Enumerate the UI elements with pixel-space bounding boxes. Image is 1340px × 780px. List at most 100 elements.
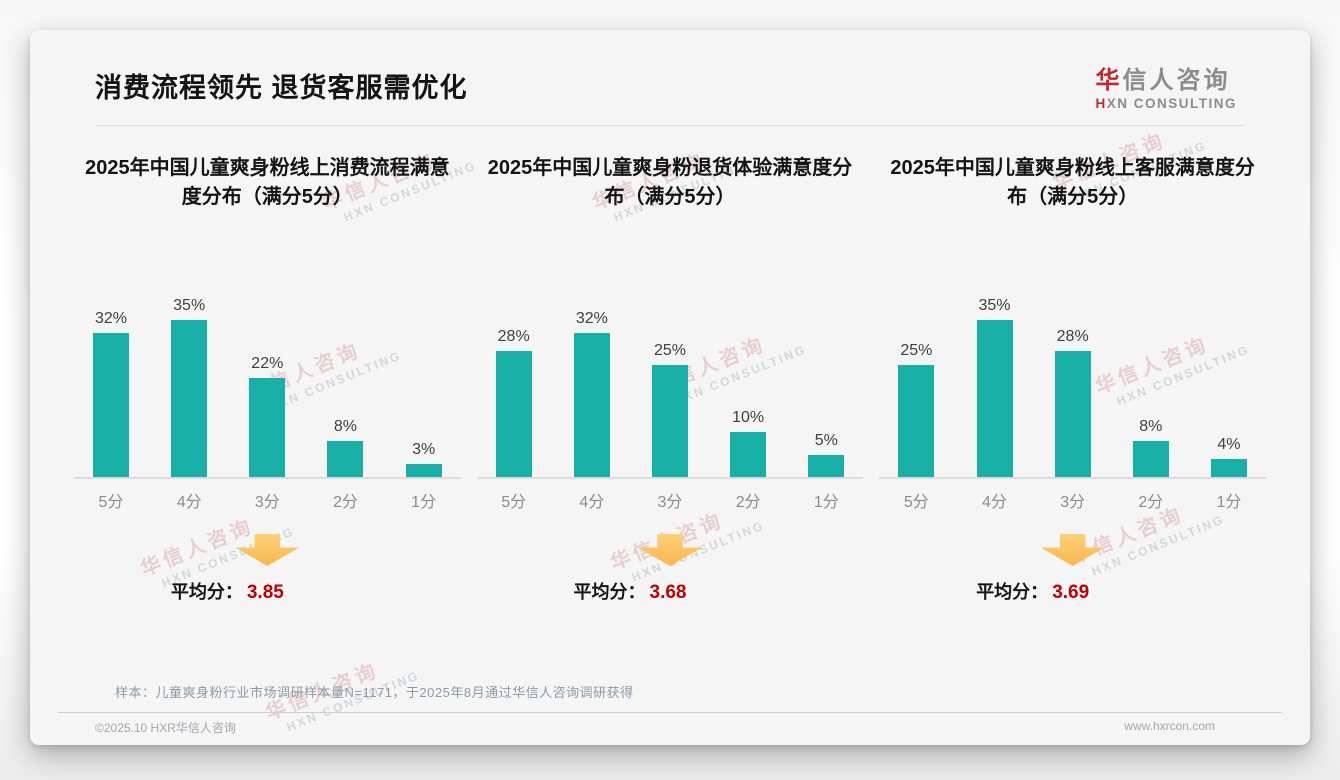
bar-value-label: 4% bbox=[1217, 436, 1241, 453]
sample-note: 样本：儿童爽身粉行业市场调研样本量N=1171，于2025年8月通过华信人咨询调… bbox=[115, 685, 634, 700]
logo-english-text: HXN CONSULTING bbox=[1095, 96, 1237, 111]
average-score: 平均分： 3.85 bbox=[34, 578, 421, 604]
footer-divider bbox=[58, 712, 1282, 713]
bar bbox=[249, 378, 286, 477]
slide-footer: ©2025.10 HXR华信人咨询 www.hxrcon.com bbox=[95, 719, 1215, 736]
chart-title: 2025年中国儿童爽身粉线上消费流程满意度分布（满分5分） bbox=[85, 157, 450, 208]
arrow-container bbox=[477, 534, 864, 566]
bar-column: 5% bbox=[797, 431, 855, 477]
category-label: 3分 bbox=[657, 494, 683, 511]
category-label: 4分 bbox=[579, 494, 605, 511]
bar bbox=[171, 319, 208, 477]
category-label: 5分 bbox=[501, 494, 527, 511]
logo-chinese-text: 华信人咨询 bbox=[1095, 67, 1231, 94]
bar bbox=[651, 364, 688, 477]
down-arrow-icon bbox=[638, 534, 702, 566]
average-label: 平均分： bbox=[976, 582, 1049, 602]
bar-column: 35% bbox=[966, 296, 1024, 477]
bar-value-label: 32% bbox=[575, 310, 608, 327]
category-axis: 5分 4分 3分 2分 1分 bbox=[879, 488, 1266, 512]
slide-header: 消费流程领先 退货客服需优化 华信人咨询 HXN CONSULTING bbox=[30, 30, 1310, 111]
bar-value-label: 25% bbox=[900, 341, 933, 359]
bar bbox=[495, 351, 532, 477]
category-label: 5分 bbox=[903, 494, 929, 511]
category-label: 2分 bbox=[333, 494, 358, 511]
copyright-text: ©2025.10 HXR华信人咨询 bbox=[95, 721, 236, 735]
bar bbox=[93, 333, 129, 477]
bar-column: 32% bbox=[82, 310, 140, 477]
category-label: 5分 bbox=[98, 494, 124, 511]
bar-plot: 32% 35% 22% 8% 3% bbox=[74, 274, 461, 479]
average-value: 3.68 bbox=[649, 582, 687, 603]
category-label: 4分 bbox=[176, 494, 202, 511]
bar-column: 28% bbox=[1044, 328, 1102, 477]
company-logo: 华信人咨询 HXN CONSULTING bbox=[1096, 60, 1246, 111]
bar bbox=[573, 333, 610, 477]
charts-row: 2025年中国儿童爽身粉线上消费流程满意度分布（满分5分） 32% 35% 22% 8… bbox=[30, 126, 1310, 604]
bar-value-label: 22% bbox=[251, 355, 284, 372]
average-value: 3.69 bbox=[1052, 582, 1090, 603]
category-label: 3分 bbox=[254, 494, 280, 511]
bar bbox=[1132, 441, 1169, 477]
bar-value-label: 28% bbox=[1056, 328, 1089, 345]
slide-card: 华信人咨询 HXN CONSULTING 华信人咨询 HXN CONSULTING 华信… bbox=[30, 30, 1310, 745]
average-label: 平均分： bbox=[170, 582, 243, 602]
bar-column: 4% bbox=[1200, 436, 1258, 477]
website-url: www.hxrcon.com bbox=[1124, 719, 1215, 733]
bar-column: 22% bbox=[238, 355, 296, 477]
average-score: 平均分： 3.69 bbox=[839, 578, 1226, 604]
down-arrow-icon bbox=[235, 534, 300, 566]
header-divider bbox=[95, 125, 1245, 126]
bar-column: 28% bbox=[485, 328, 543, 477]
bar-column: 3% bbox=[395, 440, 453, 477]
category-label: 1分 bbox=[1216, 494, 1242, 511]
category-label: 2分 bbox=[1138, 494, 1164, 511]
chart-consumption-process: 2025年中国儿童爽身粉线上消费流程满意度分布（满分5分） 32% 35% 22% 8… bbox=[74, 154, 461, 604]
bar-column: 25% bbox=[887, 341, 945, 477]
average-score: 平均分： 3.68 bbox=[437, 578, 824, 604]
down-arrow-icon bbox=[1040, 534, 1105, 566]
category-axis: 5分 4分 3分 2分 1分 bbox=[477, 488, 864, 512]
page-title: 消费流程领先 退货客服需优化 bbox=[95, 73, 468, 103]
average-value: 3.85 bbox=[246, 582, 284, 603]
category-label: 1分 bbox=[813, 494, 839, 511]
bar-value-label: 25% bbox=[653, 341, 686, 359]
bar-column: 25% bbox=[641, 341, 699, 477]
bar-column: 35% bbox=[160, 296, 218, 477]
bar-value-label: 3% bbox=[412, 440, 436, 458]
bar-value-label: 5% bbox=[814, 431, 838, 449]
chart-customer-service: 2025年中国儿童爽身粉线上客服满意度分布（满分5分） 25% 35% 28% 8% 4… bbox=[879, 154, 1267, 604]
bar bbox=[405, 463, 442, 477]
chart-title: 2025年中国儿童爽身粉退货体验满意度分布（满分5分） bbox=[487, 157, 853, 208]
bar-plot: 28% 32% 25% 10% 5% bbox=[476, 274, 864, 479]
bar-value-label: 8% bbox=[1139, 418, 1163, 435]
bar-column: 8% bbox=[1122, 418, 1180, 477]
arrow-container bbox=[74, 534, 461, 566]
bar-value-label: 28% bbox=[497, 328, 530, 345]
category-label: 1分 bbox=[411, 494, 437, 511]
category-label: 3分 bbox=[1060, 494, 1086, 511]
category-label: 4分 bbox=[982, 494, 1007, 511]
bar-value-label: 8% bbox=[333, 418, 358, 435]
bar-value-label: 35% bbox=[173, 296, 206, 314]
bar bbox=[976, 319, 1013, 477]
bar-value-label: 35% bbox=[978, 296, 1011, 314]
bar bbox=[898, 364, 935, 477]
chart-return-experience: 2025年中国儿童爽身粉退货体验满意度分布（满分5分） 28% 32% 25% 10%… bbox=[476, 154, 864, 604]
bar bbox=[730, 432, 767, 477]
bar bbox=[327, 441, 364, 477]
arrow-container bbox=[879, 534, 1266, 566]
bar-plot: 25% 35% 28% 8% 4% bbox=[879, 274, 1267, 479]
bar bbox=[808, 454, 845, 477]
bar bbox=[1210, 459, 1247, 477]
average-label: 平均分： bbox=[573, 582, 646, 602]
category-label: 2分 bbox=[735, 494, 761, 511]
category-axis: 5分 4分 3分 2分 1分 bbox=[74, 488, 461, 512]
bar-column: 8% bbox=[316, 418, 374, 477]
bar-column: 32% bbox=[563, 310, 621, 477]
bar-value-label: 10% bbox=[732, 409, 765, 426]
bar bbox=[1054, 351, 1091, 477]
bar-column: 10% bbox=[719, 409, 777, 477]
bar-value-label: 32% bbox=[94, 310, 128, 327]
chart-title: 2025年中国儿童爽身粉线上客服满意度分布（满分5分） bbox=[890, 157, 1255, 208]
